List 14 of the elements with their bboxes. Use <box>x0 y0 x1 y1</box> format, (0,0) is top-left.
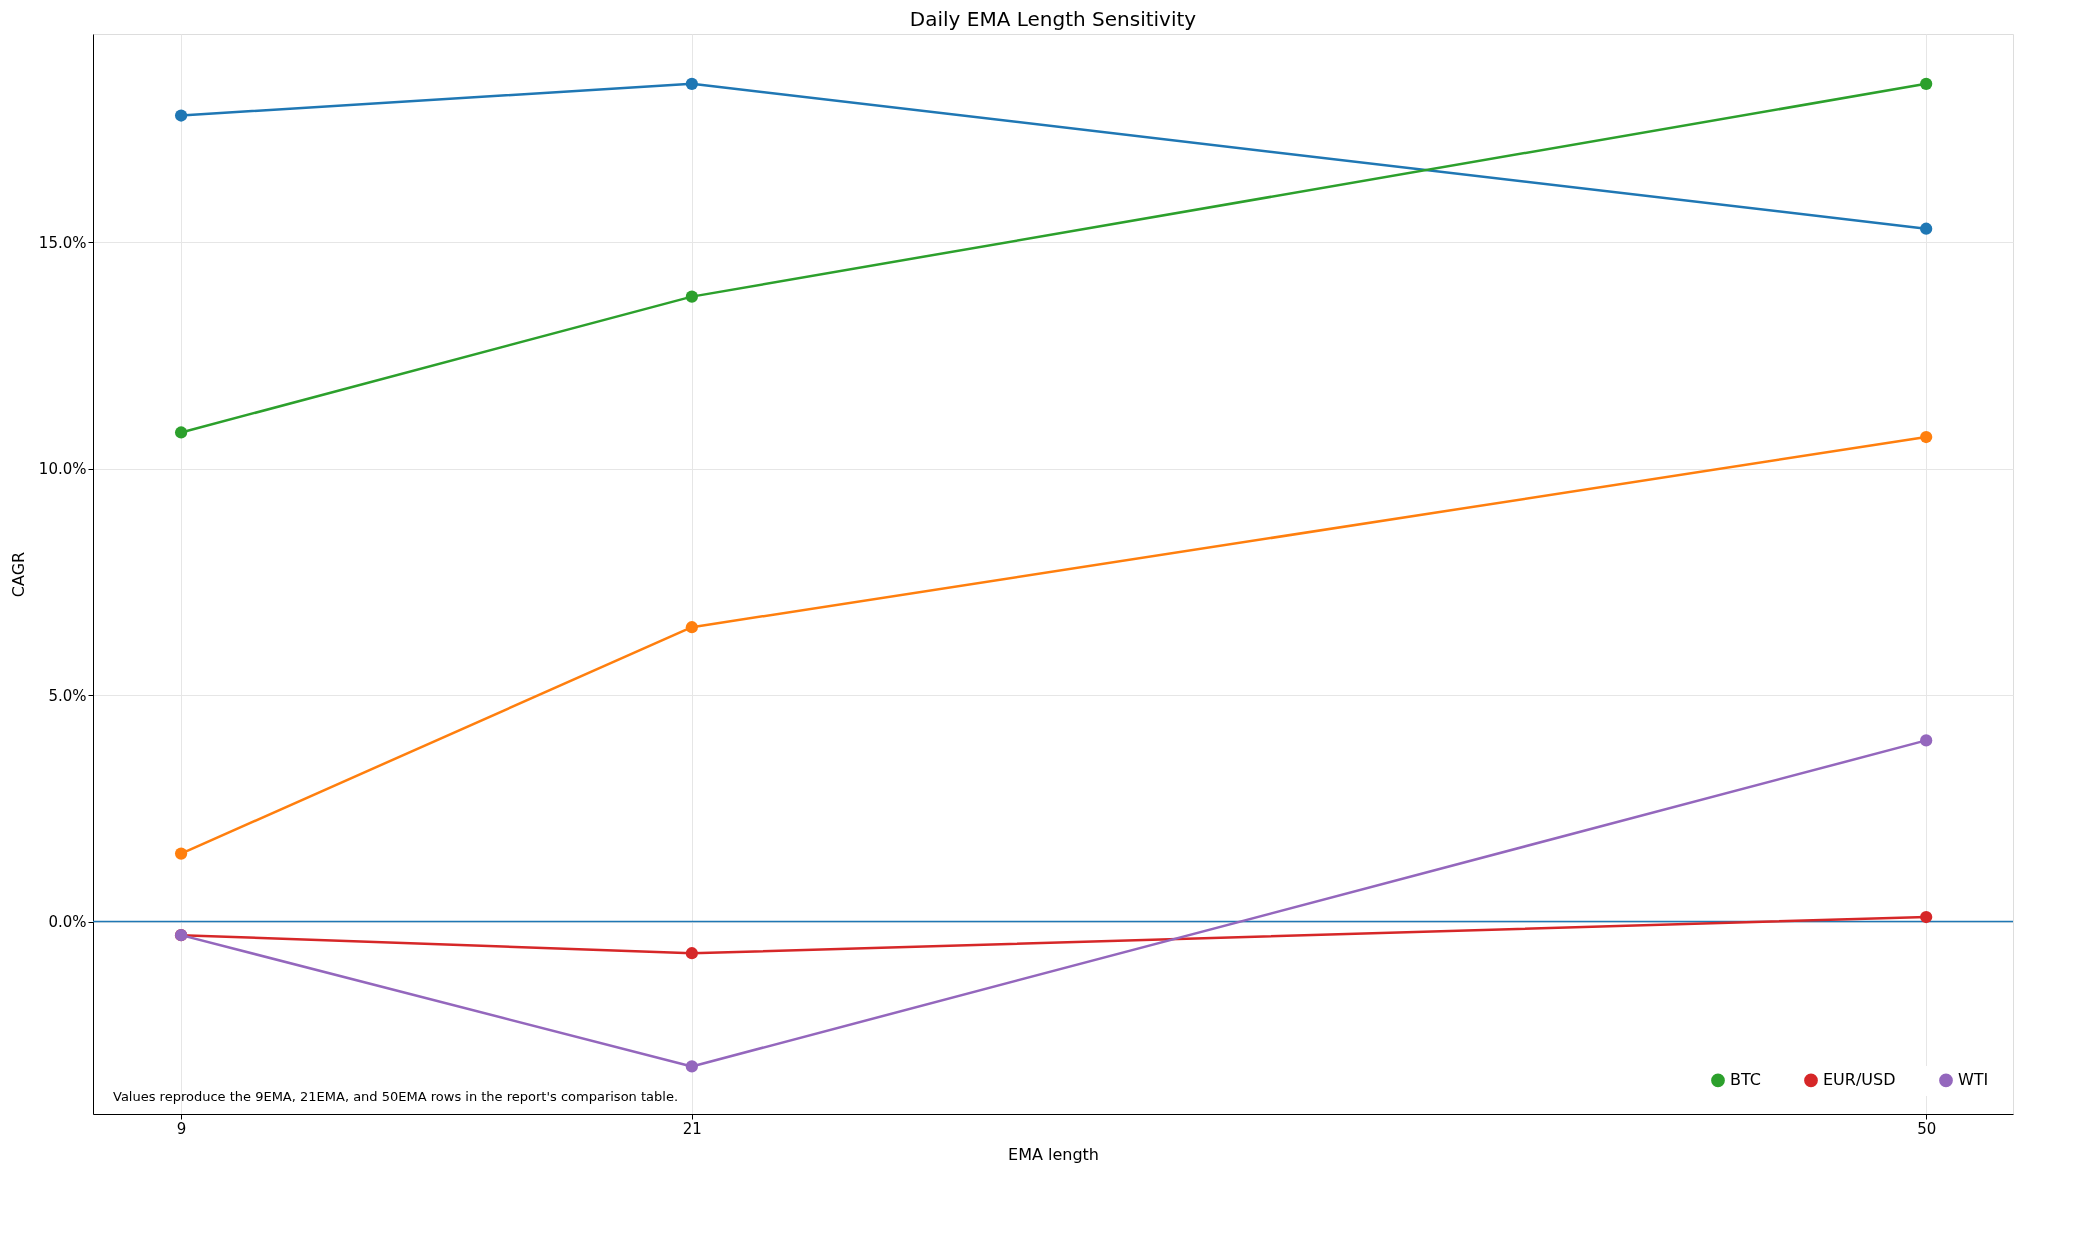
x-tick-label: 9 <box>176 1119 187 1138</box>
legend-label: BTC <box>1730 1070 1761 1090</box>
y-tick-label: 5.0% <box>48 686 87 705</box>
legend-label: WTI <box>1958 1070 1989 1090</box>
x-tick-label: 50 <box>1917 1119 1937 1138</box>
legend-label: EUR/USD <box>1823 1070 1896 1090</box>
chart-title: Daily EMA Length Sensitivity <box>909 7 1197 31</box>
y-tick-label: 15.0% <box>38 233 87 252</box>
y-axis-title: CAGR <box>8 551 28 598</box>
annotation: Values reproduce the 9EMA, 21EMA, and 50EMA rows in the report's comparison table. <box>113 1089 679 1104</box>
x-tick-label: 21 <box>682 1119 702 1138</box>
y-tick-label: 10.0% <box>38 460 87 479</box>
x-axis-title: EMA length <box>1008 1144 1099 1164</box>
y-tick-label: 0.0% <box>48 913 87 932</box>
